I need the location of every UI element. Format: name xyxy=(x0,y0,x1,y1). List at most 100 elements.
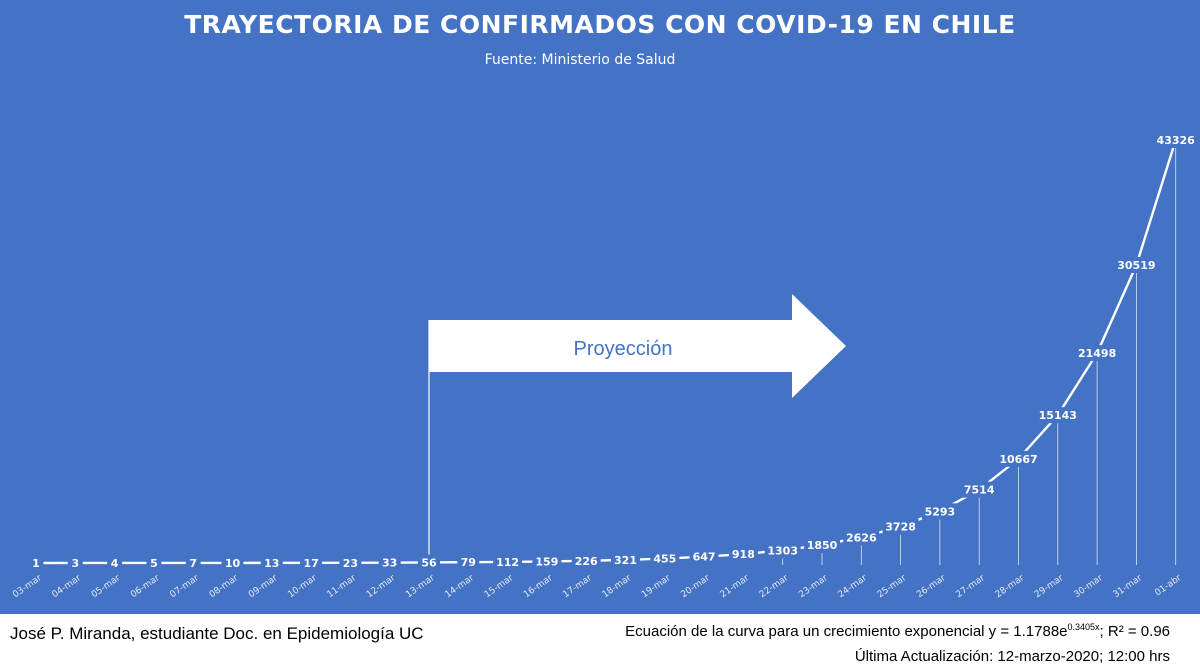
label-bg xyxy=(1154,132,1198,148)
label-bg xyxy=(571,552,601,569)
x-tick-label: 03-mar xyxy=(11,573,44,600)
data-label: 321 xyxy=(614,554,637,567)
label-bg xyxy=(1114,257,1158,274)
x-tick-label: 28-mar xyxy=(994,573,1027,600)
data-label: 918 xyxy=(732,548,755,561)
x-tick-label: 12-mar xyxy=(365,573,398,600)
data-label: 17 xyxy=(303,557,318,570)
data-label: 23 xyxy=(343,557,358,570)
line-segment xyxy=(1095,263,1138,355)
data-label: 455 xyxy=(653,553,676,566)
label-bg xyxy=(493,553,523,570)
x-tick-label: 16-mar xyxy=(522,573,555,600)
data-label: 3 xyxy=(71,557,79,570)
label-bg xyxy=(418,554,440,571)
x-tick-label: 13-mar xyxy=(404,573,437,600)
data-label: 2626 xyxy=(846,531,877,544)
data-label: 56 xyxy=(421,556,437,569)
x-tick-label: 07-mar xyxy=(168,573,201,600)
label-bg xyxy=(67,554,83,571)
x-tick-label: 21-mar xyxy=(719,573,752,600)
line-chart: Proyección 1 3 4 5 7 10 13 17 23 33 56 79 112 159 226 3… xyxy=(11,132,1198,601)
data-label: 1 xyxy=(32,557,40,570)
data-label: 10 xyxy=(225,557,241,570)
label-bg xyxy=(28,554,44,571)
line-segment xyxy=(1056,351,1099,417)
label-bg xyxy=(997,450,1040,467)
label-bg xyxy=(378,554,401,571)
x-tick-label: 18-mar xyxy=(601,573,634,600)
x-tick-label: 31-mar xyxy=(1112,573,1145,600)
x-tick-label: 06-mar xyxy=(129,573,162,600)
data-label: 226 xyxy=(575,555,598,568)
data-label: 30519 xyxy=(1117,259,1155,272)
label-bg xyxy=(689,548,719,565)
label-bg xyxy=(728,546,758,563)
x-axis-ticks: 03-mar 04-mar 05-mar 06-mar 07-mar 08-mar 09-m… xyxy=(11,573,1183,600)
label-bg xyxy=(1036,407,1080,424)
label-bg xyxy=(843,529,880,546)
equation-text: Ecuación de la curva para un crecimiento… xyxy=(625,622,1170,640)
x-tick-label: 08-mar xyxy=(208,573,241,600)
x-tick-label: 04-mar xyxy=(51,573,84,600)
data-label: 43326 xyxy=(1157,134,1196,147)
label-bg xyxy=(804,536,840,553)
last-updated: Última Actualización: 12-marzo-2020; 12:… xyxy=(854,648,1170,665)
label-bg xyxy=(221,554,244,571)
x-tick-label: 19-mar xyxy=(640,573,673,600)
x-tick-label: 24-mar xyxy=(837,573,870,600)
data-label: 1303 xyxy=(767,544,798,557)
label-bg xyxy=(532,553,562,570)
data-label: 4 xyxy=(111,557,119,570)
label-bg xyxy=(260,554,283,571)
data-labels: 1 3 4 5 7 10 13 17 23 33 56 79 112 159 226 321 455 647 918… xyxy=(28,132,1198,571)
x-tick-label: 29-mar xyxy=(1033,573,1066,600)
data-label: 647 xyxy=(693,551,716,564)
data-label: 13 xyxy=(264,557,279,570)
x-tick-label: 23-mar xyxy=(797,573,830,600)
label-bg xyxy=(146,554,162,571)
data-label: 15143 xyxy=(1039,409,1077,422)
label-bg xyxy=(650,550,680,567)
x-tick-label: 15-mar xyxy=(483,573,516,600)
x-tick-label: 01-abr xyxy=(1153,573,1183,598)
data-label: 5293 xyxy=(925,505,956,518)
data-label: 1850 xyxy=(807,539,838,552)
line-segment xyxy=(1135,138,1177,267)
data-label: 21498 xyxy=(1078,347,1116,360)
equation-prefix: Ecuación de la curva para un crecimiento… xyxy=(625,623,1068,640)
label-bg xyxy=(921,503,958,520)
data-label: 10667 xyxy=(999,453,1037,466)
chart-area: TRAYECTORIA DE CONFIRMADOS CON COVID-19 … xyxy=(0,0,1200,614)
label-bg xyxy=(961,481,998,498)
data-label: 7514 xyxy=(964,484,995,497)
projection-arrow xyxy=(429,294,846,398)
label-bg xyxy=(300,554,323,571)
data-label: 112 xyxy=(496,556,519,569)
x-tick-label: 17-mar xyxy=(561,573,594,600)
label-bg xyxy=(764,542,801,559)
author-credit: José P. Miranda, estudiante Doc. en Epid… xyxy=(10,624,424,643)
x-tick-label: 11-mar xyxy=(326,573,359,600)
data-label: 159 xyxy=(535,555,558,568)
label-bg xyxy=(185,554,201,571)
x-tick-label: 14-mar xyxy=(444,573,477,600)
label-bg xyxy=(611,551,640,568)
data-label: 33 xyxy=(382,557,397,570)
data-label: 79 xyxy=(461,556,476,569)
label-bg xyxy=(457,554,480,571)
drop-lines xyxy=(782,148,1177,565)
chart-subtitle: Fuente: Ministerio de Salud xyxy=(484,52,676,68)
label-bg xyxy=(339,554,362,571)
projection-annotation: Proyección xyxy=(428,294,846,563)
x-tick-label: 30-mar xyxy=(1072,573,1105,600)
x-tick-label: 09-mar xyxy=(247,573,280,600)
x-tick-label: 10-mar xyxy=(286,573,319,600)
x-tick-label: 26-mar xyxy=(915,573,948,600)
label-bg xyxy=(107,554,123,571)
x-tick-label: 27-mar xyxy=(954,573,987,600)
data-label: 3728 xyxy=(885,521,916,534)
x-tick-label: 05-mar xyxy=(90,573,123,600)
chart-title: TRAYECTORIA DE CONFIRMADOS CON COVID-19 … xyxy=(184,10,1016,39)
label-bg xyxy=(882,518,919,535)
